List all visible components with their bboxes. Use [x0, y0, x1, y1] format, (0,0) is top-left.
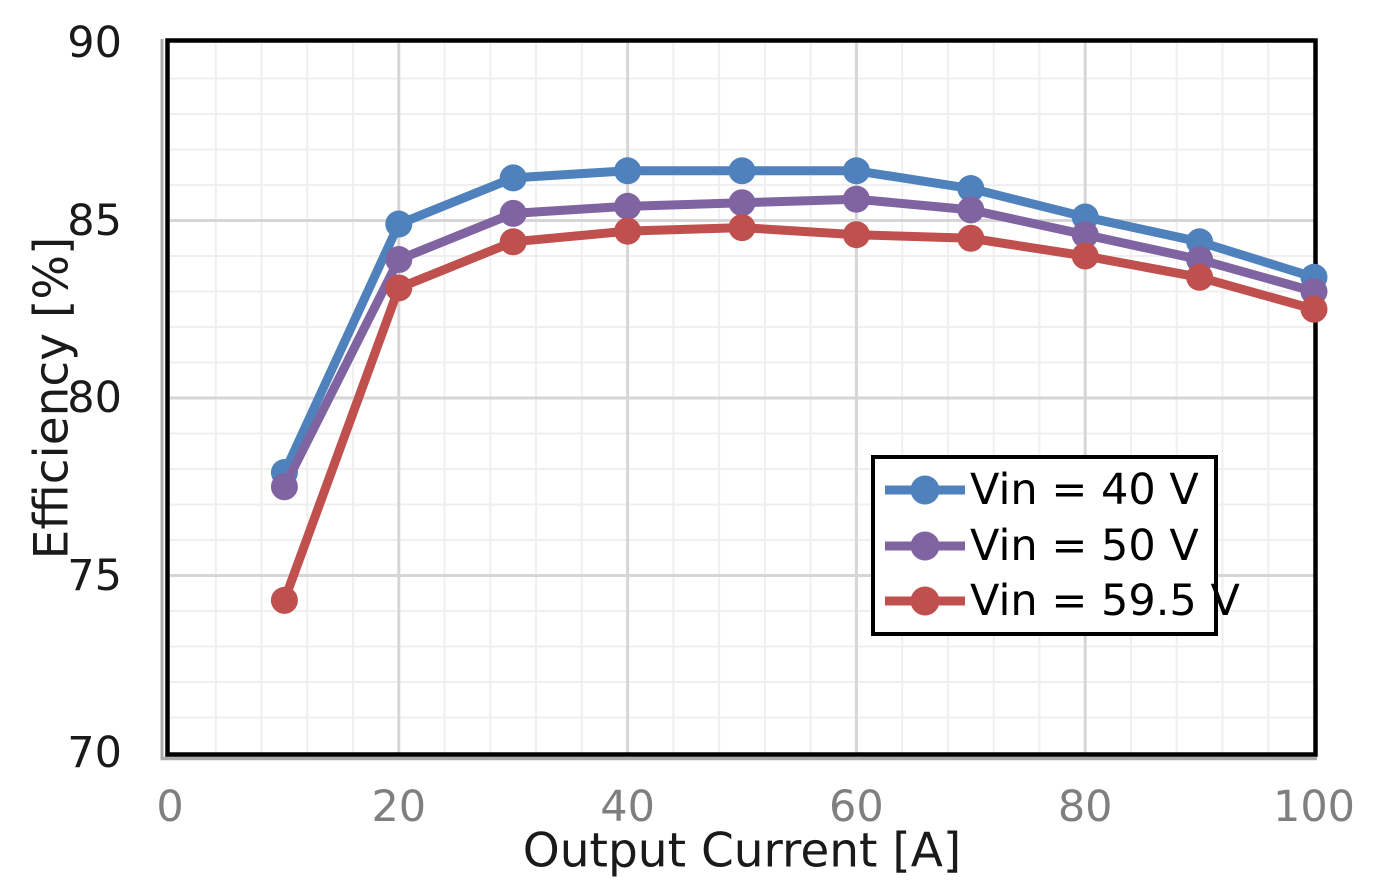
- legend-marker-icon: [885, 586, 965, 616]
- data-point-marker: [1300, 295, 1328, 323]
- x-tick-label: 0: [156, 782, 184, 832]
- data-point-marker: [842, 221, 870, 249]
- x-tick-label: 100: [1272, 782, 1356, 832]
- data-point-marker: [1071, 242, 1099, 270]
- data-point-marker: [499, 228, 527, 256]
- data-point-marker: [728, 189, 756, 217]
- data-point-marker: [385, 274, 413, 302]
- data-point-marker: [957, 175, 985, 203]
- data-point-marker: [385, 246, 413, 274]
- series-line-2: [279, 223, 1319, 605]
- y-tick-label: 70: [67, 728, 122, 778]
- series-line-0: [279, 166, 1319, 478]
- legend-label: Vin = 59.5 V: [970, 576, 1240, 627]
- data-point-marker: [614, 217, 642, 245]
- data-point-marker: [499, 164, 527, 192]
- legend-marker-icon: [885, 475, 965, 505]
- x-tick-label: 20: [371, 782, 427, 832]
- legend-entry: Vin = 59.5 V: [885, 576, 1240, 626]
- series-line-1: [279, 194, 1319, 492]
- x-axis-title: Output Current [A]: [522, 823, 962, 879]
- y-tick-label: 85: [67, 195, 122, 246]
- x-tick-label: 60: [829, 782, 884, 832]
- legend-label: Vin = 40 V: [970, 464, 1199, 515]
- data-point-marker: [270, 473, 298, 501]
- data-point-marker: [270, 586, 298, 614]
- data-point-marker: [842, 185, 870, 213]
- legend-entry: Vin = 40 V: [885, 465, 1214, 515]
- y-tick-label: 90: [67, 18, 122, 68]
- legend-marker-icon: [885, 531, 965, 560]
- data-point-marker: [614, 157, 642, 185]
- data-point-marker: [957, 224, 985, 252]
- data-point-marker: [499, 199, 527, 227]
- legend: Vin = 40 V Vin = 50 V Vin = 59.5 V: [871, 455, 1240, 636]
- y-tick-label: 75: [67, 550, 122, 601]
- data-point-marker: [842, 157, 870, 185]
- x-tick-label: 40: [600, 782, 655, 832]
- data-point-marker: [957, 196, 985, 224]
- data-point-marker: [728, 214, 756, 242]
- y-tick-label: 80: [67, 373, 122, 423]
- data-point-marker: [728, 157, 756, 185]
- legend-label: Vin = 50 V: [970, 520, 1199, 571]
- data-point-marker: [385, 210, 413, 238]
- plot-border: [165, 38, 1318, 757]
- legend-entry: Vin = 50 V: [885, 521, 1214, 571]
- data-point-marker: [1071, 221, 1099, 249]
- data-point-marker: [1186, 263, 1214, 291]
- data-point-marker: [614, 192, 642, 220]
- y-axis-title: Efficiency [%]: [24, 236, 80, 560]
- x-tick-label: 80: [1057, 782, 1113, 832]
